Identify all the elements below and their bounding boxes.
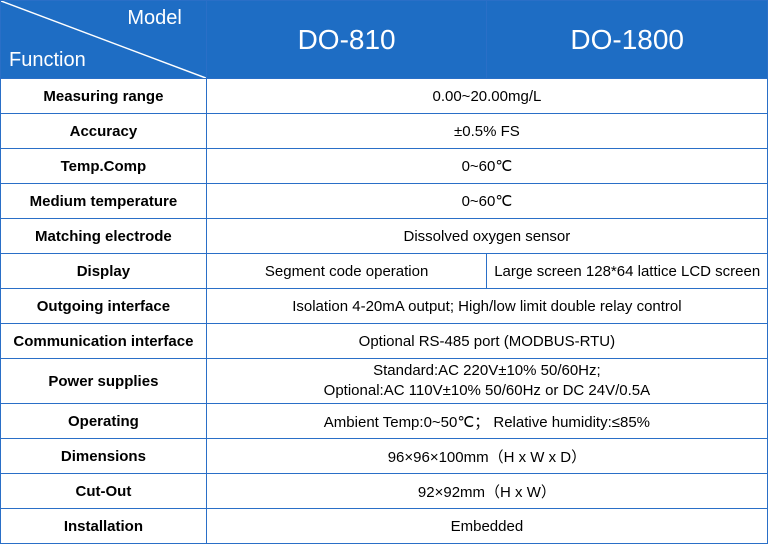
table-row: Measuring range0.00~20.00mg/L xyxy=(1,79,768,114)
function-cell: Cut-Out xyxy=(1,474,207,509)
value-cell: Dissolved oxygen sensor xyxy=(206,219,767,254)
value-cell: Embedded xyxy=(206,509,767,544)
value-cell: 0.00~20.00mg/L xyxy=(206,79,767,114)
table-row: InstallationEmbedded xyxy=(1,509,768,544)
table-row: Matching electrodeDissolved oxygen senso… xyxy=(1,219,768,254)
function-cell: Communication interface xyxy=(1,324,207,359)
function-cell: Dimensions xyxy=(1,439,207,474)
value-cell-b: Large screen 128*64 lattice LCD screen xyxy=(487,254,768,289)
function-cell: Matching electrode xyxy=(1,219,207,254)
function-cell: Accuracy xyxy=(1,114,207,149)
spec-table-body: Measuring range0.00~20.00mg/LAccuracy±0.… xyxy=(1,79,768,544)
function-cell: Power supplies xyxy=(1,359,207,404)
table-row: Communication interfaceOptional RS-485 p… xyxy=(1,324,768,359)
header-label-function: Function xyxy=(9,49,86,72)
table-row: Accuracy±0.5% FS xyxy=(1,114,768,149)
table-row: OperatingAmbient Temp:0~50℃； Relative hu… xyxy=(1,404,768,439)
function-cell: Medium temperature xyxy=(1,184,207,219)
function-cell: Display xyxy=(1,254,207,289)
value-cell: Optional RS-485 port (MODBUS-RTU) xyxy=(206,324,767,359)
function-cell: Operating xyxy=(1,404,207,439)
table-row: DisplaySegment code operationLarge scree… xyxy=(1,254,768,289)
value-cell: 0~60℃ xyxy=(206,149,767,184)
function-cell: Outgoing interface xyxy=(1,289,207,324)
table-row: Medium temperature0~60℃ xyxy=(1,184,768,219)
table-row: Temp.Comp0~60℃ xyxy=(1,149,768,184)
table-row: Outgoing interfaceIsolation 4-20mA outpu… xyxy=(1,289,768,324)
function-cell: Installation xyxy=(1,509,207,544)
value-cell: 92×92mm（H x W） xyxy=(206,474,767,509)
table-row: Power suppliesStandard:AC 220V±10% 50/60… xyxy=(1,359,768,404)
value-cell-a: Segment code operation xyxy=(206,254,487,289)
spec-table: Model Function DO-810 DO-1800 Measuring … xyxy=(0,0,768,544)
header-label-model: Model xyxy=(127,7,181,30)
header-diagonal-cell: Model Function xyxy=(1,1,207,79)
value-cell: Ambient Temp:0~50℃； Relative humidity:≤8… xyxy=(206,404,767,439)
value-cell: 96×96×100mm（H x W x D） xyxy=(206,439,767,474)
table-row: Dimensions96×96×100mm（H x W x D） xyxy=(1,439,768,474)
value-cell: ±0.5% FS xyxy=(206,114,767,149)
value-cell: Standard:AC 220V±10% 50/60Hz;Optional:AC… xyxy=(206,359,767,404)
function-cell: Temp.Comp xyxy=(1,149,207,184)
value-cell: 0~60℃ xyxy=(206,184,767,219)
header-row: Model Function DO-810 DO-1800 xyxy=(1,1,768,79)
header-model-1: DO-1800 xyxy=(487,1,768,79)
value-cell: Isolation 4-20mA output; High/low limit … xyxy=(206,289,767,324)
table-row: Cut-Out92×92mm（H x W） xyxy=(1,474,768,509)
header-model-0: DO-810 xyxy=(206,1,487,79)
function-cell: Measuring range xyxy=(1,79,207,114)
